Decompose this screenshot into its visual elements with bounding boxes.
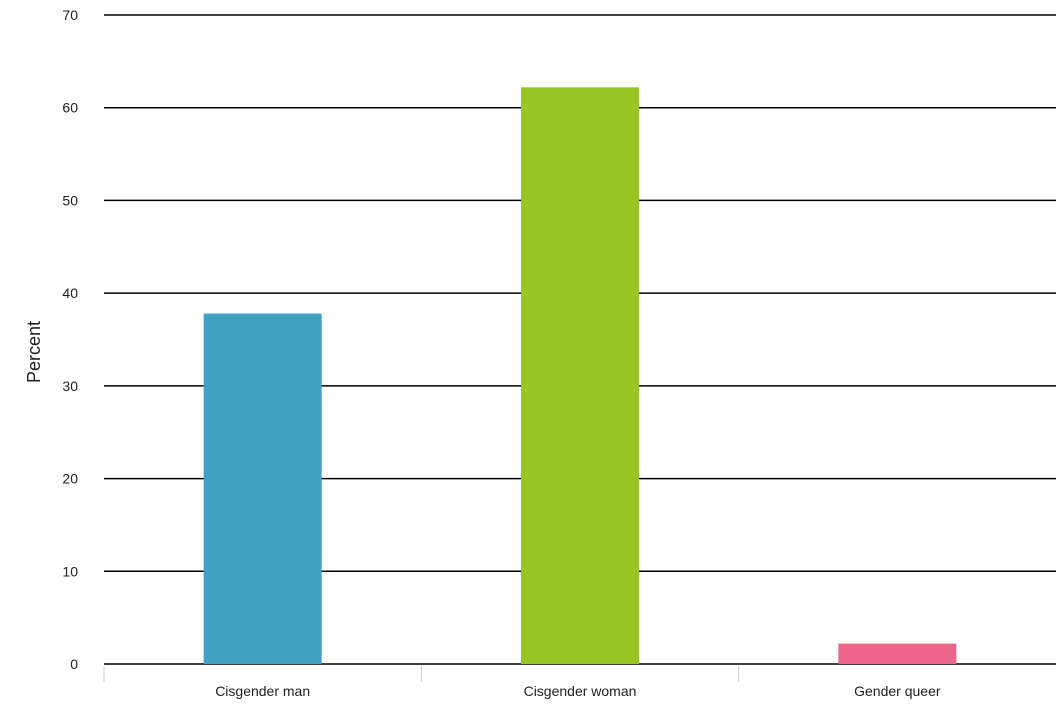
x-category-label: Gender queer (854, 683, 941, 699)
bar-cisgender-man (203, 313, 322, 664)
y-tick-label: 20 (62, 471, 78, 487)
x-category-label: Cisgender man (215, 683, 310, 699)
y-tick-label: 70 (62, 7, 78, 23)
y-axis-label: Percent (24, 321, 44, 383)
y-tick-labels: 0 10 20 30 40 50 60 70 (62, 7, 78, 672)
y-tick-label: 40 (62, 285, 78, 301)
y-tick-label: 30 (62, 378, 78, 394)
x-tick-marks (103, 666, 740, 682)
bars (203, 87, 957, 665)
category-labels: Cisgender man Cisgender woman Gender queer (215, 683, 941, 699)
y-tick-label: 60 (62, 100, 78, 116)
y-tick-label: 50 (62, 192, 78, 208)
bar-cisgender-woman (521, 87, 639, 665)
y-tick-label: 0 (70, 656, 78, 672)
x-category-label: Cisgender woman (524, 683, 637, 699)
bar-gender-queer (838, 643, 957, 664)
y-tick-label: 10 (62, 563, 78, 579)
